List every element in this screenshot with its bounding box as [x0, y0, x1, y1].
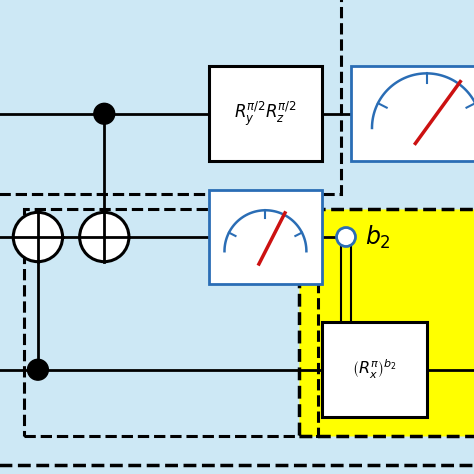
Text: $b_2$: $b_2$ [365, 223, 391, 251]
Bar [299, 209, 474, 436]
Circle shape [80, 212, 129, 262]
Text: $\left(R_x^{\pi}\right)^{b_2}$: $\left(R_x^{\pi}\right)^{b_2}$ [352, 358, 397, 381]
Bar [209, 190, 322, 284]
Circle shape [94, 103, 115, 124]
Bar [24, 209, 318, 436]
Circle shape [27, 359, 48, 380]
Text: $R_y^{\pi/2}R_z^{\pi/2}$: $R_y^{\pi/2}R_z^{\pi/2}$ [234, 100, 297, 128]
Circle shape [13, 212, 63, 262]
Circle shape [337, 228, 356, 246]
Bar [322, 322, 427, 417]
Bar [209, 66, 322, 161]
Bar [0, 0, 341, 194]
Bar [351, 66, 474, 161]
